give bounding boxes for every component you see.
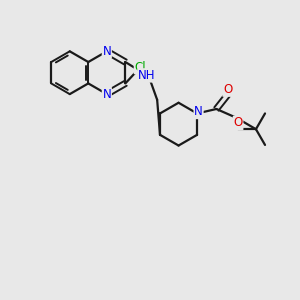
Text: O: O xyxy=(233,116,243,130)
Text: O: O xyxy=(223,83,232,96)
Text: NH: NH xyxy=(138,69,155,82)
Text: N: N xyxy=(194,106,203,118)
Text: N: N xyxy=(102,88,111,100)
Text: N: N xyxy=(102,45,111,58)
Text: Cl: Cl xyxy=(134,61,146,74)
